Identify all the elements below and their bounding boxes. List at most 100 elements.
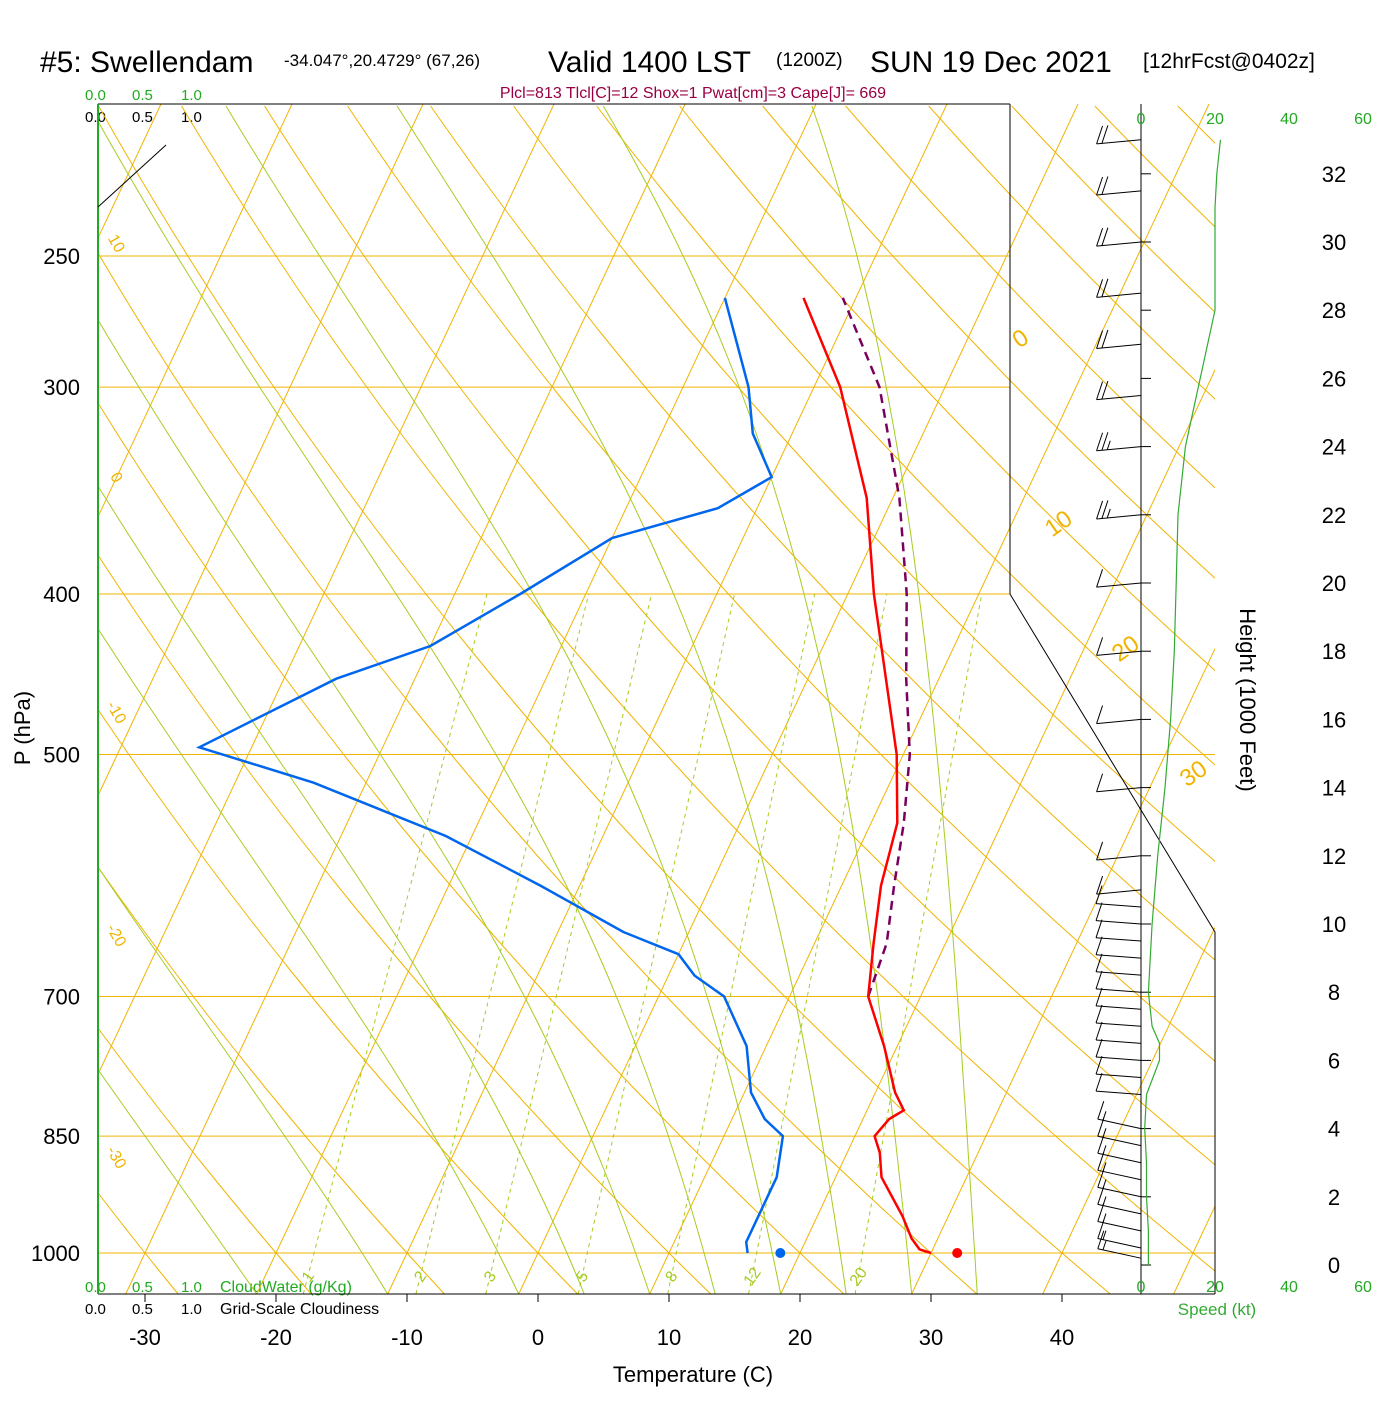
cloudwater-tick-top-2: 1.0 [181,87,202,104]
speed-tick-bottom-60: 60 [1354,1279,1372,1296]
wind-barb-1 [1097,1220,1142,1249]
barb-flag [1101,278,1109,297]
cloudwater-tick-bottom-2: 1.0 [181,1279,202,1296]
dry-adiabat-170 [1177,105,1215,144]
forecast-info: [12hrFcst@0402z] [1143,50,1315,73]
barb-flag [1096,773,1104,792]
barb-flag [1097,1135,1105,1154]
barb-flag [1096,705,1104,724]
cloudiness-tick-bottom-2: 1.0 [181,1301,202,1318]
speed-tick-top-0: 0 [1137,111,1146,128]
barb-flag [1097,1152,1105,1171]
barb-shaft [1096,292,1142,298]
barb-shaft [1096,889,1142,895]
barb-shaft [1097,1220,1142,1232]
isotherm--60 [98,104,293,519]
barb-shaft [1097,1248,1142,1259]
speed-axis-label: Speed (kt) [1178,1300,1256,1319]
barb-shaft [1096,514,1142,520]
x-tick-label-40: 40 [1050,1325,1074,1350]
x-tick-label--20: -20 [260,1325,292,1350]
isotherm-label--20: -20 [103,921,129,950]
wind-barb-28 [1096,432,1142,452]
barb-shaft [1097,1169,1142,1181]
cloudiness-tick-top-0: 0.0 [85,109,106,126]
mixing-ratio-1 [302,593,488,1294]
isotherm-0 [518,104,1079,1294]
height-label-20: 20 [1322,571,1346,596]
zulu-time: (1200Z) [776,50,843,71]
mixing-ratio-2 [415,593,590,1294]
barb-shaft [1097,1118,1142,1130]
mixing-ratio-12 [748,593,888,1294]
barb-flag [1097,1220,1105,1239]
y-axis-label: P (hPa) [10,691,35,765]
barb-flag [1096,569,1104,588]
height-label-4: 4 [1328,1117,1340,1142]
barb-shaft [1096,394,1142,401]
mixing-ratio-label-8: 8 [663,1268,682,1285]
dry-adiabat-20 [98,401,845,1294]
height-label-2: 2 [1328,1185,1340,1210]
barb-shaft [1096,343,1142,349]
barb-half-flag [1102,1162,1107,1172]
height-label-6: 6 [1328,1048,1340,1073]
barb-flag [1095,919,1103,938]
barb-flag [1095,970,1103,990]
dry-adiabat-70 [347,105,1215,1062]
pressure-label-300: 300 [43,375,80,400]
moist-adiabat-10 [98,318,651,1294]
wind-barb-14 [1095,987,1142,1010]
height-label-10: 10 [1322,912,1346,937]
wind-barb-26 [1096,569,1142,588]
x-tick-label--10: -10 [391,1325,423,1350]
barb-flag [1095,936,1103,955]
wind-barb-20 [1095,885,1142,908]
barb-flag [1095,1021,1103,1041]
wind-barb-11 [1095,1038,1142,1061]
barb-flag [1097,1169,1105,1188]
dry-adiabat-0 [98,708,578,1294]
dry-adiabat-100 [596,105,1215,766]
barb-flag [1097,1101,1105,1120]
moist-adiabat--10 [98,866,389,1294]
barb-shaft [1095,1056,1142,1061]
wind-barb-13 [1095,1004,1142,1027]
barb-flag [1095,1038,1103,1058]
dry-adiabat-10 [98,554,712,1294]
barb-flag [1096,176,1104,196]
barb-half-flag [1106,508,1111,519]
thermo-background [98,104,1215,1294]
barb-shaft [1097,1135,1142,1147]
height-label-16: 16 [1322,707,1346,732]
temperature-line [802,297,932,1255]
barb-flag [1095,902,1103,921]
barb-shaft [1095,971,1142,976]
barb-shaft [1097,1186,1142,1198]
wind-barb-34 [1096,125,1142,145]
height-label-24: 24 [1322,435,1346,460]
moist-adiabat-35 [811,105,978,1294]
x-axis-label: Temperature (C) [613,1362,773,1387]
wind-barb-33 [1096,176,1142,196]
barb-shaft [1096,446,1142,452]
pressure-label-700: 700 [43,984,80,1009]
isotherm--40 [98,104,555,1076]
dry-adiabat-120 [762,105,1215,579]
barb-flag [1097,1186,1105,1205]
height-axis-label: Height (1000 Feet) [1235,608,1260,791]
wind-barb-32 [1096,227,1142,247]
barb-flag [1101,432,1109,451]
isotherm-label-left-0: 0 [106,470,125,486]
height-label-28: 28 [1322,298,1346,323]
mixing-ratio-label-3: 3 [481,1268,500,1285]
cloudiness-tick-top-1: 0.5 [132,109,153,126]
barb-half-flag [1102,1240,1107,1251]
cloud-scale-bottom: 0.0 0.5 1.0 CloudWater (g/Kg) 0.0 0.5 1.… [85,1279,379,1318]
cloudwater-tick-bottom-0: 0.0 [85,1279,106,1296]
moist-adiabat-20 [225,105,782,1294]
barb-shaft [1096,855,1142,861]
pressure-label-250: 250 [43,244,80,269]
barb-shaft [1096,139,1142,145]
